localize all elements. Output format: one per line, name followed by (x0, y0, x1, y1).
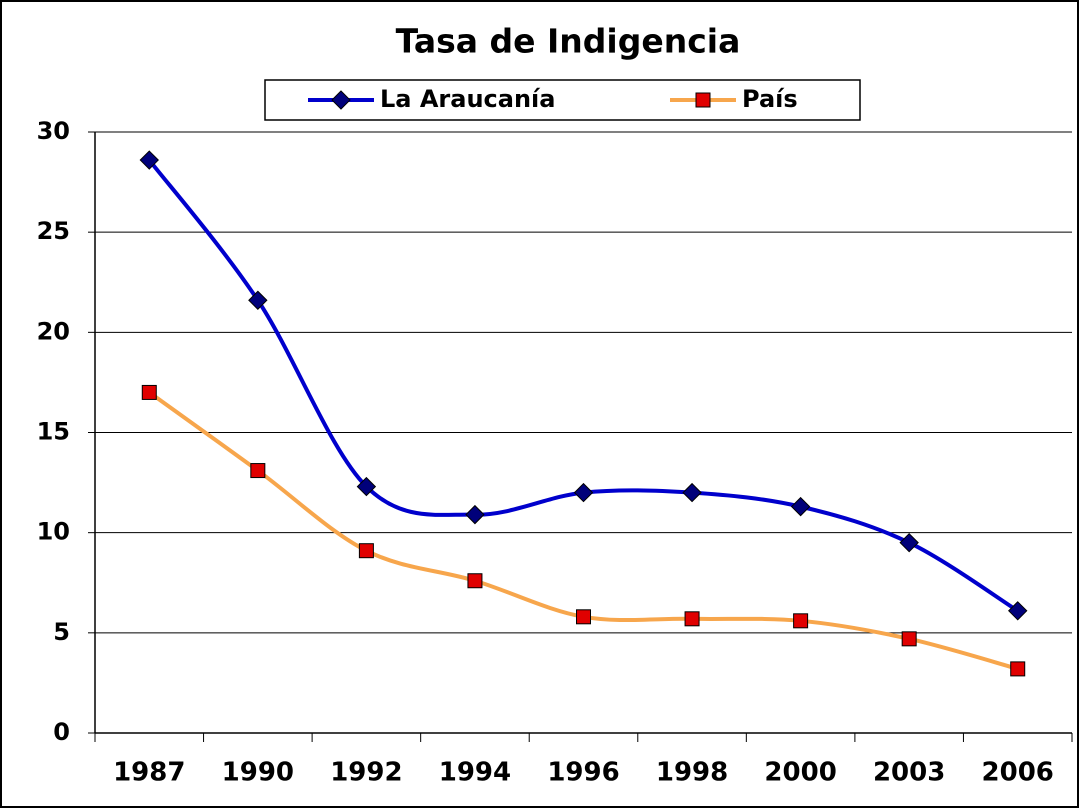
x-tick-label: 2006 (982, 758, 1054, 788)
legend-marker (331, 90, 351, 110)
x-tick-label: 2003 (873, 758, 945, 788)
data-point (573, 482, 594, 503)
legend-marker (695, 92, 711, 108)
x-tick-label: 1990 (222, 758, 294, 788)
x-tick-label: 1994 (439, 758, 511, 788)
x-tick-label: 1987 (113, 758, 185, 788)
y-tick-label: 10 (37, 518, 70, 546)
data-point (682, 482, 702, 503)
data-point (139, 150, 159, 170)
y-tick-label: 30 (37, 117, 70, 145)
data-point (467, 573, 483, 589)
y-tick-label: 20 (37, 317, 70, 345)
series-line (147, 158, 1019, 613)
data-point (684, 611, 700, 627)
data-point (248, 290, 268, 310)
data-point (356, 476, 377, 497)
data-point (1010, 661, 1026, 677)
data-point (793, 613, 809, 629)
data-point (576, 609, 591, 625)
chart-title: Tasa de Indigencia (396, 22, 741, 61)
y-tick-label: 5 (53, 618, 70, 646)
x-tick-label: 1996 (547, 758, 619, 788)
data-point (465, 504, 485, 525)
data-point (358, 543, 374, 559)
data-point (901, 631, 917, 647)
data-point (250, 463, 266, 479)
y-tick-label: 15 (37, 418, 70, 446)
x-tick-label: 1998 (656, 758, 728, 788)
data-point (1008, 601, 1028, 621)
data-point (790, 496, 811, 517)
legend-label: País (742, 85, 798, 113)
legend-label: La Araucanía (380, 85, 555, 113)
x-tick-label: 1992 (330, 758, 402, 788)
x-tick-label: 2000 (764, 758, 836, 788)
y-tick-label: 0 (53, 718, 70, 746)
y-tick-label: 25 (37, 217, 70, 245)
data-point (899, 532, 919, 553)
data-point (141, 384, 157, 400)
